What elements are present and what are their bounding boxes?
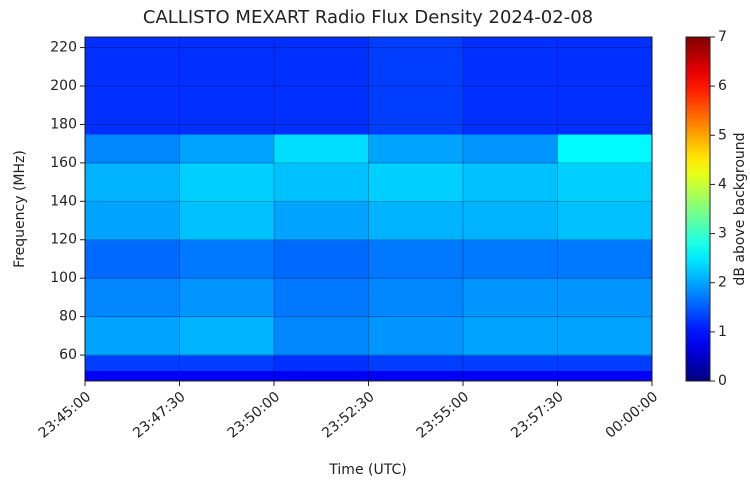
- heatmap-cell: [85, 278, 180, 318]
- y-tick-label: 160: [50, 155, 77, 171]
- colorbar-tick-label: 5: [718, 127, 727, 143]
- colorbar-tick-label: 1: [718, 324, 727, 340]
- heatmap-cell: [557, 134, 653, 164]
- heatmap-cell: [368, 201, 464, 241]
- heatmap-cell: [274, 278, 369, 318]
- colorbar-tick-label: 3: [718, 226, 727, 242]
- y-tick-label: 220: [50, 40, 77, 56]
- heatmap-cell: [368, 162, 464, 202]
- x-tick-label: 23:55:00: [414, 389, 472, 442]
- heatmap-cell: [557, 278, 653, 318]
- heatmap-cell: [85, 239, 180, 279]
- x-tick-label: 23:52:30: [319, 389, 377, 442]
- heatmap-cell: [179, 239, 275, 279]
- y-tick-label: 180: [50, 116, 77, 132]
- heatmap-cell: [463, 355, 558, 371]
- heatmap-cell: [179, 37, 275, 135]
- y-tick-label: 80: [59, 309, 77, 325]
- x-tick-label: 23:50:00: [225, 389, 283, 442]
- heatmap-cell: [557, 201, 653, 241]
- x-tick-label: 23:57:30: [508, 389, 566, 442]
- heatmap-cell: [463, 201, 558, 241]
- heatmap-cell: [85, 355, 180, 371]
- heatmap-cell: [274, 316, 369, 356]
- heatmap-cell: [274, 162, 369, 202]
- heatmap-cell: [85, 162, 180, 202]
- heatmap-cell: [557, 355, 653, 371]
- heatmap-cell: [274, 134, 369, 164]
- heatmap-cell: [557, 162, 653, 202]
- heatmap-cell: [368, 316, 464, 356]
- colorbar: [685, 36, 711, 382]
- heatmap-cell: [274, 239, 369, 279]
- heatmap-cell: [179, 370, 275, 382]
- heatmap-cell: [557, 239, 653, 279]
- chart-title: CALLISTO MEXART Radio Flux Density 2024-…: [143, 7, 593, 28]
- y-tick-label: 200: [50, 78, 77, 94]
- x-tick-label: 23:47:30: [130, 389, 188, 442]
- colorbar-tick-label: 2: [718, 275, 727, 291]
- heatmap-cell: [179, 278, 275, 318]
- heatmap-cell: [463, 134, 558, 164]
- colorbar-label: dB above background: [732, 132, 748, 285]
- x-tick-label: 23:45:00: [36, 389, 94, 442]
- x-tick-label: 00:00:00: [603, 389, 661, 442]
- heatmap-cell: [179, 162, 275, 202]
- heatmap-cell: [557, 316, 653, 356]
- heatmap-cell: [463, 239, 558, 279]
- heatmap-cell: [463, 37, 558, 135]
- heatmap-cell: [557, 370, 653, 382]
- y-axis-label: Frequency (MHz): [12, 150, 28, 268]
- heatmap-cell: [274, 370, 369, 382]
- y-tick-label: 140: [50, 193, 77, 209]
- heatmap-cell: [368, 278, 464, 318]
- heatmap-cell: [368, 370, 464, 382]
- heatmap-cell: [179, 355, 275, 371]
- heatmap-cell: [463, 162, 558, 202]
- heatmap-cell: [463, 370, 558, 382]
- heatmap-cell: [85, 134, 180, 164]
- heatmap-cell: [85, 316, 180, 356]
- heatmap-cell: [463, 278, 558, 318]
- heatmap-cell: [85, 37, 180, 135]
- heatmap-cell: [85, 201, 180, 241]
- y-tick-label: 120: [50, 232, 77, 248]
- heatmap-cell: [179, 316, 275, 356]
- heatmap-cell: [368, 355, 464, 371]
- heatmap-cell: [274, 37, 369, 135]
- heatmap-cell: [557, 37, 653, 135]
- colorbar-tick-label: 7: [718, 29, 727, 45]
- y-tick-label: 100: [50, 270, 77, 286]
- heatmap-cell: [179, 201, 275, 241]
- heatmap-cell: [368, 37, 464, 135]
- heatmap-cell: [463, 316, 558, 356]
- heatmap-cell: [368, 134, 464, 164]
- y-tick-label: 60: [59, 347, 77, 363]
- colorbar-tick-label: 0: [718, 373, 727, 389]
- heatmap-cell: [274, 201, 369, 241]
- x-axis-label: Time (UTC): [328, 462, 406, 478]
- heatmap-cell: [274, 355, 369, 371]
- colorbar-tick-label: 4: [718, 176, 727, 192]
- heatmap-cell: [368, 239, 464, 279]
- heatmap-cell: [85, 370, 180, 382]
- heatmap-cell: [179, 134, 275, 164]
- colorbar-tick-label: 6: [718, 78, 727, 94]
